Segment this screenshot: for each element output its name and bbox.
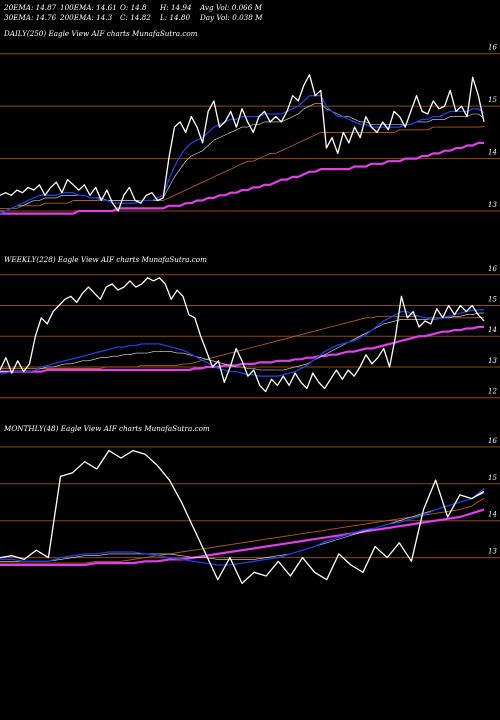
low-readout: L: 14.80 bbox=[160, 13, 191, 22]
daily-ema-200-line bbox=[0, 141, 484, 215]
avg-vol-readout: Avg Vol: 0.066 M bbox=[200, 3, 262, 12]
monthly-ema-20-line bbox=[0, 488, 485, 566]
monthly-panel: 16 15 14 13 bbox=[0, 437, 500, 585]
daily-ema-100-line bbox=[0, 126, 485, 209]
daily-panel-title: DAILY(250) Eagle View AIF charts MunafaS… bbox=[4, 29, 198, 38]
y-tick-label: 16 bbox=[488, 265, 497, 273]
weekly-ema-20-line bbox=[0, 308, 485, 377]
monthly-ema-30-line bbox=[0, 492, 485, 562]
high-readout: H: 14.94 bbox=[160, 3, 192, 12]
ema20-readout: 20EMA: 14.87 bbox=[4, 3, 57, 12]
monthly-ema-200-line bbox=[0, 508, 485, 567]
weekly-panel: 16 15 14 13 12 bbox=[0, 265, 500, 399]
y-tick-label: 16 bbox=[488, 44, 497, 52]
y-tick-label: 15 bbox=[488, 474, 497, 482]
y-tick-label: 15 bbox=[488, 96, 497, 104]
day-vol-readout: Day Vol: 0.038 M bbox=[200, 13, 263, 22]
y-tick-label: 13 bbox=[488, 357, 497, 365]
y-tick-label: 13 bbox=[488, 548, 497, 556]
monthly-price-line bbox=[0, 449, 485, 585]
daily-ema-30-line bbox=[0, 103, 485, 212]
weekly-ema-100-line bbox=[0, 315, 484, 369]
weekly-panel-title: WEEKLY(228) Eagle View AIF charts Munafa… bbox=[4, 255, 207, 264]
y-tick-label: 14 bbox=[488, 149, 497, 157]
y-tick-label: 12 bbox=[488, 388, 497, 396]
open-readout: O: 14.8 bbox=[120, 3, 147, 12]
weekly-ema-200-line bbox=[0, 325, 484, 373]
y-tick-label: 16 bbox=[488, 437, 497, 445]
y-tick-label: 13 bbox=[488, 201, 497, 209]
daily-ema-20-line bbox=[0, 95, 485, 215]
daily-panel: 16 15 14 13 bbox=[0, 44, 500, 215]
ema100-readout: 100EMA: 14.61 bbox=[60, 3, 117, 12]
weekly-price-line bbox=[0, 277, 485, 393]
daily-price-line bbox=[0, 74, 485, 212]
ema200-readout: 200EMA: 14.3 bbox=[60, 13, 113, 22]
ema30-readout: 30EMA: 14.76 bbox=[4, 13, 57, 22]
y-tick-label: 14 bbox=[488, 511, 497, 519]
y-tick-label: 14 bbox=[488, 326, 497, 334]
weekly-ema-30-line bbox=[0, 312, 485, 372]
monthly-panel-title: MONTHLY(48) Eagle View AIF charts Munafa… bbox=[4, 424, 210, 433]
y-tick-label: 15 bbox=[488, 295, 497, 303]
monthly-ema-100-line bbox=[0, 497, 485, 564]
close-readout: C: 14.82 bbox=[120, 13, 151, 22]
